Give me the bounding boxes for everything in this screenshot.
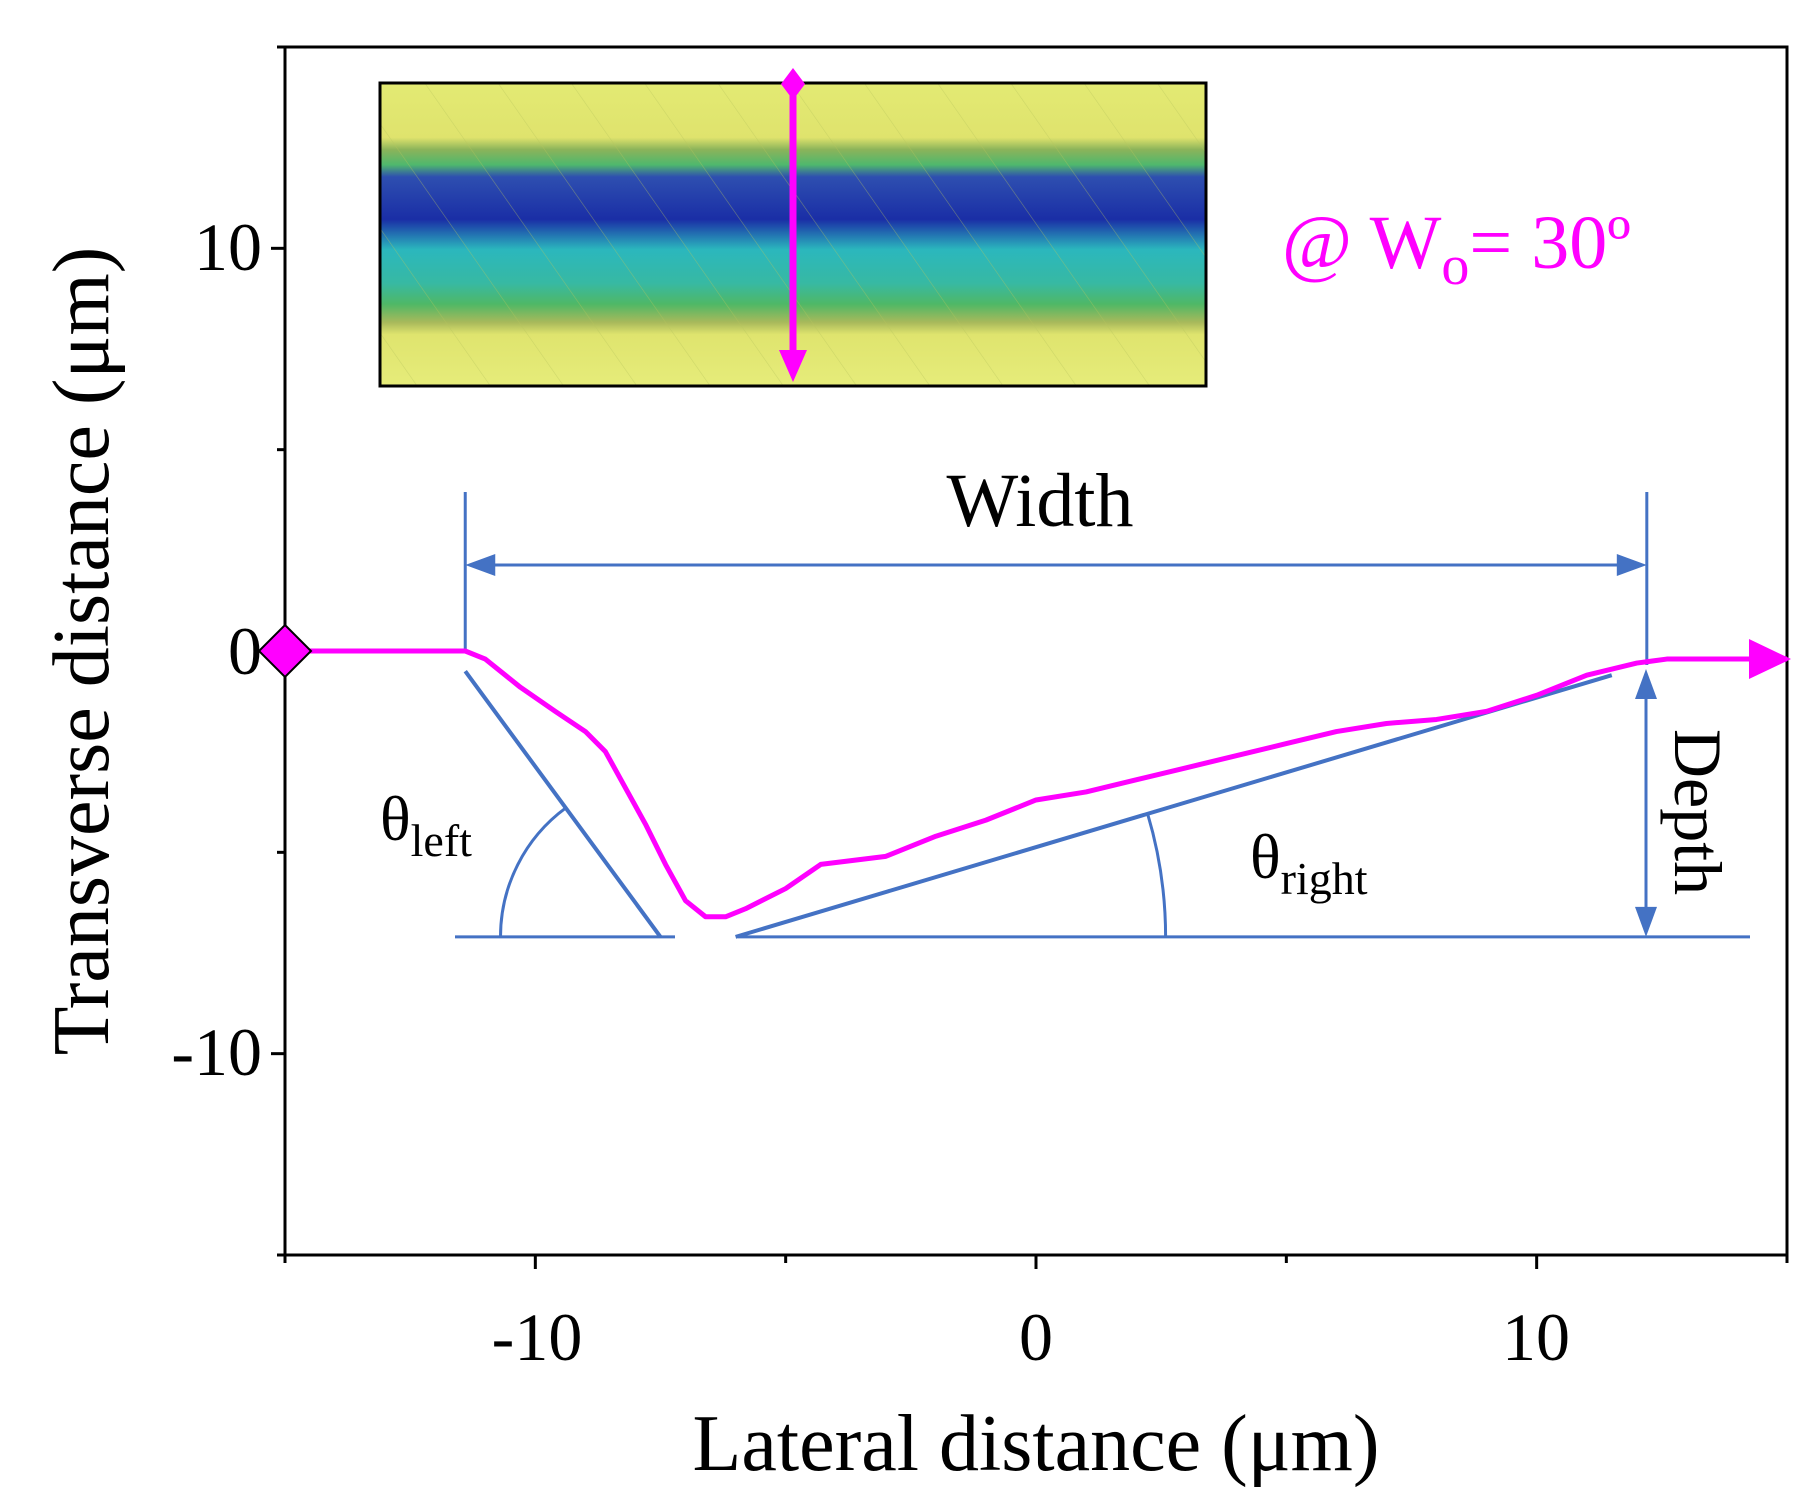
left-slope-line	[463, 669, 663, 939]
theta-right-arc	[1146, 813, 1168, 937]
inset-scan-diamond	[781, 68, 805, 100]
depth-arrowhead-bottom	[1635, 906, 1657, 937]
x-tick-label: 10	[1502, 1299, 1570, 1375]
x-axis-ticks	[283, 1255, 1789, 1269]
y-tick-label: 10	[194, 209, 262, 285]
condition-label: @ Wo= 30º	[1282, 201, 1631, 297]
y-tick-label: 0	[228, 613, 262, 689]
width-arrowhead-left	[465, 554, 496, 576]
depth-label: Depth	[1660, 729, 1736, 895]
theta-left-arc	[499, 806, 567, 937]
series-layer	[257, 623, 1791, 920]
x-tick-label: 0	[1019, 1299, 1053, 1375]
theta-left-label: θleft	[380, 783, 472, 866]
depth-arrowhead-top	[1635, 669, 1657, 699]
x-tick-label: -10	[492, 1299, 583, 1375]
y-tick-label: -10	[171, 1014, 262, 1090]
right-slope-line	[735, 673, 1613, 939]
inset-micrograph	[378, 68, 1208, 388]
theta-right-label: θright	[1250, 821, 1368, 904]
y-axis-title: Transverse distance (μm)	[38, 247, 126, 1056]
annotation-layer	[455, 492, 1750, 939]
width-label: Width	[947, 459, 1134, 543]
x-axis-title: Lateral distance (μm)	[693, 1400, 1380, 1488]
series-end-arrowhead	[1749, 639, 1791, 680]
inset-scan-arrowhead	[779, 350, 807, 382]
width-arrowhead-right	[1616, 554, 1647, 576]
series-line-profile	[285, 648, 1787, 920]
series-start-marker	[257, 623, 313, 679]
